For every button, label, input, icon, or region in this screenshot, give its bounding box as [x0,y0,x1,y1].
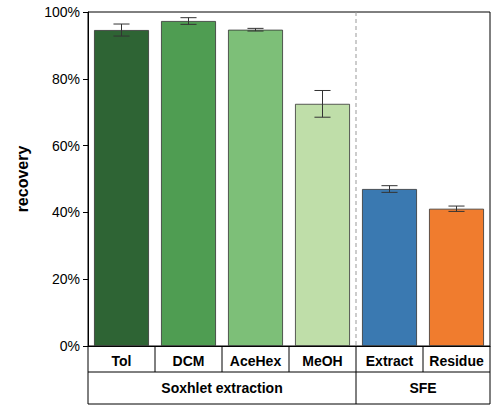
svg-text:60%: 60% [52,138,80,154]
svg-text:recovery: recovery [14,146,31,213]
svg-text:80%: 80% [52,71,80,87]
svg-text:Tol: Tol [112,353,132,369]
svg-text:MeOH: MeOH [302,353,342,369]
svg-text:40%: 40% [52,204,80,220]
svg-text:DCM: DCM [173,353,205,369]
svg-text:100%: 100% [44,4,80,20]
svg-text:0%: 0% [60,338,80,354]
svg-text:Extract: Extract [366,353,414,369]
svg-text:20%: 20% [52,271,80,287]
svg-text:AceHex: AceHex [230,353,282,369]
svg-text:Soxhlet extraction: Soxhlet extraction [161,380,282,396]
svg-text:SFE: SFE [409,380,436,396]
svg-text:Residue: Residue [429,353,484,369]
